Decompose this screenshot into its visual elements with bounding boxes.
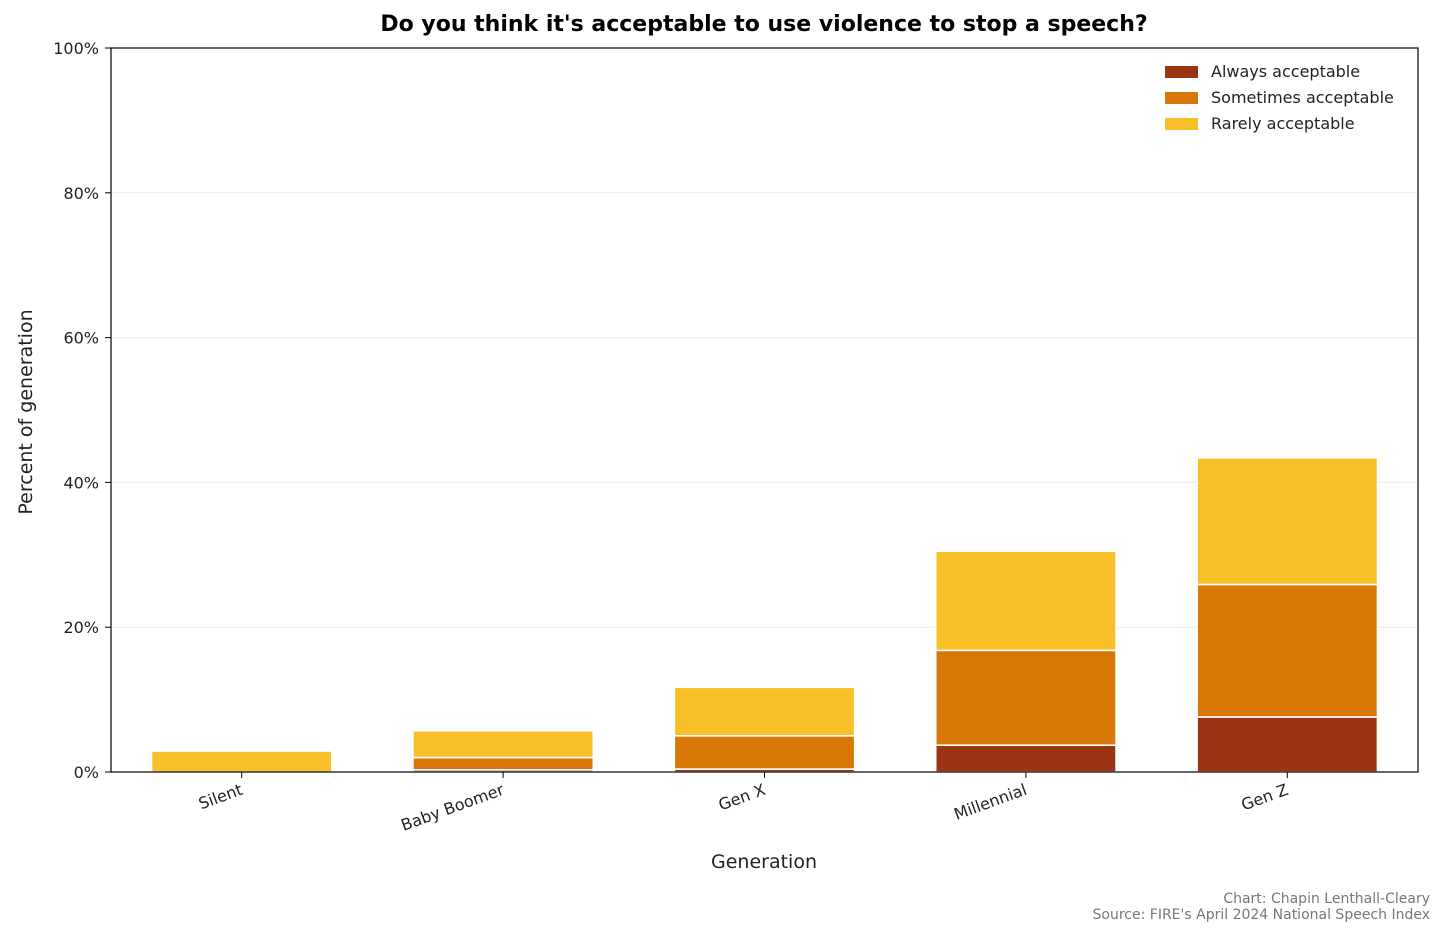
bar-rarely-acceptable xyxy=(934,550,1117,652)
legend-swatch xyxy=(1165,118,1198,130)
legend-label: Always acceptable xyxy=(1211,62,1360,81)
bars xyxy=(150,456,1379,773)
bar-rarely-acceptable xyxy=(673,686,856,737)
y-tick-label: 0% xyxy=(74,763,99,782)
bar-sometimes-acceptable xyxy=(934,649,1117,747)
bar-rarely-acceptable xyxy=(150,750,333,773)
legend: Always acceptable Sometimes acceptable Rar… xyxy=(1165,62,1394,133)
y-tick-label: 80% xyxy=(63,184,99,203)
y-tick-label: 60% xyxy=(63,329,99,348)
legend-label: Sometimes acceptable xyxy=(1211,88,1394,107)
bar-sometimes-acceptable xyxy=(673,734,856,770)
bar-sometimes-acceptable xyxy=(412,756,595,771)
bar-always-acceptable xyxy=(934,744,1117,773)
chart-title: Do you think it's acceptable to use viol… xyxy=(380,12,1147,37)
y-tick-label: 40% xyxy=(63,473,99,492)
y-axis-label: Percent of generation xyxy=(15,309,37,514)
bar-sometimes-acceptable xyxy=(1196,583,1379,718)
y-axis-ticks: 0% 20% 40% 60% 80% 100% xyxy=(53,39,111,782)
bar-rarely-acceptable xyxy=(1196,456,1379,586)
legend-swatch xyxy=(1165,92,1198,104)
bar-always-acceptable xyxy=(1196,716,1379,773)
bar-rarely-acceptable xyxy=(412,729,595,759)
y-tick-label: 100% xyxy=(53,39,99,58)
credit-line: Chart: Chapin Lenthall-Cleary xyxy=(1223,891,1430,907)
y-tick-label: 20% xyxy=(63,618,99,637)
x-axis-label: Generation xyxy=(711,851,817,873)
credit-line: Source: FIRE's April 2024 National Speec… xyxy=(1093,907,1430,923)
legend-swatch xyxy=(1165,66,1198,78)
legend-label: Rarely acceptable xyxy=(1211,114,1355,133)
